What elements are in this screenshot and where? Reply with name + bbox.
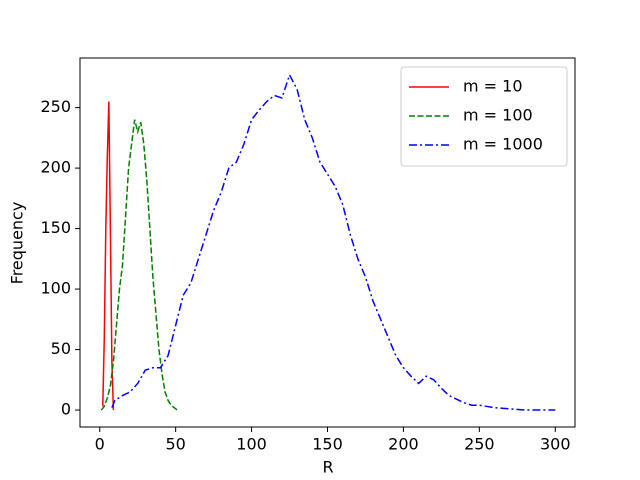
x-tick-label: 250 xyxy=(464,435,495,454)
legend-label: m = 10 xyxy=(463,77,523,96)
x-tick-label: 200 xyxy=(388,435,419,454)
legend-label: m = 100 xyxy=(463,106,533,125)
y-tick-label: 0 xyxy=(61,400,71,419)
y-tick-label: 100 xyxy=(40,279,71,298)
x-tick-label: 150 xyxy=(312,435,343,454)
y-axis-label: Frequency xyxy=(8,202,27,285)
series-line xyxy=(102,101,115,411)
legend-box xyxy=(400,66,568,167)
y-tick-label: 150 xyxy=(40,218,71,237)
series-line xyxy=(111,73,556,411)
x-tick-label: 0 xyxy=(95,435,105,454)
y-tick-label: 50 xyxy=(51,339,71,358)
x-tick-label: 100 xyxy=(236,435,267,454)
y-tick-label: 250 xyxy=(40,97,71,116)
x-axis-label: R xyxy=(322,458,333,477)
x-tick-label: 50 xyxy=(165,435,185,454)
series-line xyxy=(100,119,178,411)
plot-frame xyxy=(79,57,576,428)
x-tick-label: 300 xyxy=(540,435,571,454)
legend-label: m = 1000 xyxy=(463,135,543,154)
y-tick-label: 200 xyxy=(40,158,71,177)
